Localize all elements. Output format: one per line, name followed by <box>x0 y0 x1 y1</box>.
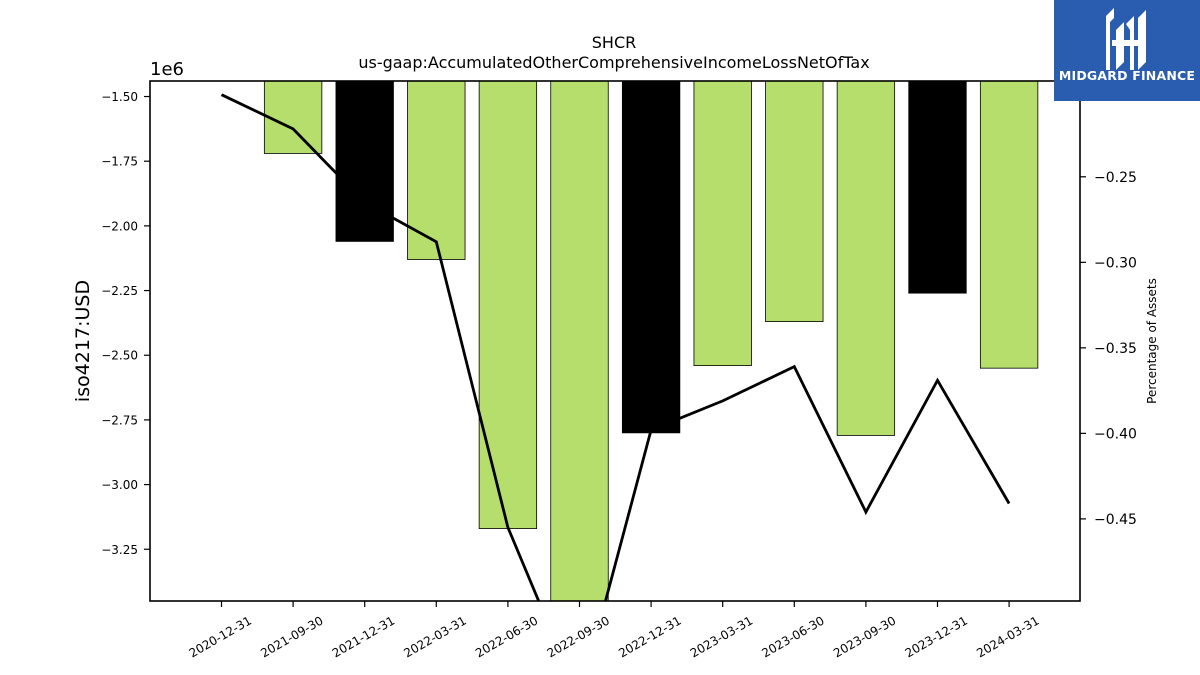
bar-2023-09-30 <box>836 80 896 436</box>
y-tick-label: −3.00 <box>101 478 138 492</box>
x-tick-label: 2023-06-30 <box>759 613 826 660</box>
x-tick-label: 2022-06-30 <box>473 613 540 660</box>
y-tick-label: −2.00 <box>101 219 138 233</box>
y2-tick-label: −0.45 <box>1094 512 1137 528</box>
x-tick-label: 2022-03-31 <box>401 613 468 660</box>
bar-2022-06-30 <box>478 80 538 529</box>
x-tick-label: 2023-03-31 <box>688 613 755 660</box>
y-tick-label: −1.50 <box>101 90 138 104</box>
x-tick-label: 2022-12-31 <box>616 613 683 660</box>
midgard-logo-icon <box>1106 8 1146 70</box>
chart-subtitle: us-gaap:AccumulatedOtherComprehensiveInc… <box>358 53 869 72</box>
x-tick-label: 2021-09-30 <box>258 613 325 660</box>
x-tick-label: 2020-12-31 <box>187 613 254 660</box>
y2-tick-label: −0.40 <box>1094 426 1137 442</box>
y-axis-label: iso4217:USD <box>72 280 94 402</box>
percentage-line <box>220 93 1011 601</box>
x-tick-label: 2021-12-31 <box>330 613 397 660</box>
bar-2023-03-31 <box>693 80 752 366</box>
y-axis-ticks: −1.50 −1.75 −2.00 −2.25 −2.50 −2.75 −3.00 −3.25 <box>101 90 150 557</box>
bar-2022-09-30 <box>550 80 609 602</box>
x-tick-label: 2023-09-30 <box>831 613 898 660</box>
x-tick-label: 2022-09-30 <box>545 613 612 660</box>
bar-2022-12-31 <box>621 80 681 434</box>
brand-name: MIDGARD FINANCE <box>1058 68 1196 83</box>
bar-2021-09-30 <box>263 80 323 154</box>
plot-frame <box>149 80 1081 602</box>
y-tick-label: −1.75 <box>101 155 138 169</box>
x-tick-label: 2023-12-31 <box>903 613 970 660</box>
bars-group <box>263 80 1039 602</box>
bar-2023-12-31 <box>908 80 967 294</box>
bar-2023-06-30 <box>765 80 824 322</box>
y2-tick-label: −0.35 <box>1094 341 1137 357</box>
y-tick-label: −2.25 <box>101 284 138 298</box>
y-tick-label: −2.75 <box>101 413 138 427</box>
bar-2022-03-31 <box>407 80 466 260</box>
bar-2021-12-31 <box>335 80 394 242</box>
y2-axis-ticks: −0.20−0.25−0.30−0.35−0.40−0.45 <box>1080 84 1137 528</box>
x-tick-label: 2024-03-31 <box>974 613 1041 660</box>
brand-logo: MIDGARD FINANCE <box>1054 0 1200 101</box>
line-group <box>220 93 1011 601</box>
y2-tick-label: −0.25 <box>1094 170 1137 186</box>
y2-tick-label: −0.30 <box>1094 255 1137 271</box>
y-tick-label: −2.50 <box>101 349 138 363</box>
y2-axis-label: Percentage of Assets <box>1145 278 1159 404</box>
y-multiplier-label: 1e6 <box>150 59 184 80</box>
x-axis-ticks: 2020-12-31 2021-09-30 2021-12-31 2022-03-31… <box>187 601 1042 660</box>
bar-2024-03-31 <box>979 80 1039 369</box>
chart-title: SHCR <box>592 33 636 52</box>
y-tick-label: −3.25 <box>101 543 138 557</box>
